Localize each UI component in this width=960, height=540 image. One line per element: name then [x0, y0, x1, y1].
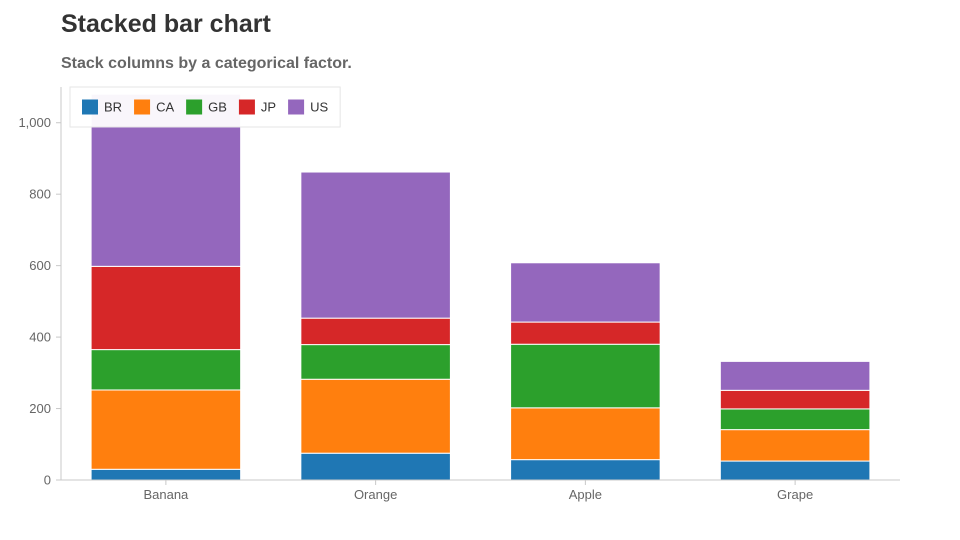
x-tick-label-grape: Grape — [777, 487, 813, 502]
bar-apple-br — [510, 459, 661, 481]
bar-orange-jp — [300, 317, 451, 346]
bar-banana-jp — [90, 265, 242, 351]
bar-orange-us — [300, 171, 451, 319]
legend-label-jp: JP — [261, 100, 276, 115]
x-tick-label-orange: Orange — [354, 487, 397, 502]
legend-label-ca: CA — [156, 100, 174, 115]
bar-grape-gb — [719, 408, 871, 431]
y-tick-label: 800 — [29, 187, 51, 202]
bar-grape-br — [719, 460, 871, 481]
legend: BR CA GB JP US — [69, 86, 341, 128]
y-tick-label: 400 — [29, 330, 51, 345]
legend-swatch-us — [288, 99, 305, 115]
axes-layer: 0 200 400 600 800 1,000 Banana Orange Apple Grape — [18, 87, 900, 502]
legend-swatch-jp — [238, 99, 255, 115]
legend-swatch-br — [82, 99, 98, 115]
bar-orange-ca — [300, 378, 451, 454]
legend-swatch-gb — [186, 99, 203, 115]
bar-orange-br — [300, 452, 451, 481]
bars-layer — [90, 93, 871, 481]
bar-apple-jp — [510, 321, 661, 345]
legend-label-us: US — [310, 100, 328, 115]
x-tick-label-banana: Banana — [143, 487, 189, 502]
bar-orange-gb — [300, 344, 451, 380]
bar-apple-ca — [510, 407, 661, 461]
x-tick-label-apple: Apple — [569, 487, 602, 502]
bar-apple-us — [510, 262, 661, 323]
y-tick-label: 200 — [29, 401, 51, 416]
chart-subtitle: Stack columns by a categorical factor. — [61, 55, 352, 72]
bar-grape-jp — [719, 389, 871, 410]
bar-grape-us — [719, 360, 871, 391]
legend-label-gb: GB — [208, 100, 227, 115]
y-tick-label: 600 — [29, 258, 51, 273]
legend-swatch-ca — [134, 99, 151, 115]
bar-banana-br — [90, 468, 242, 481]
bar-banana-gb — [90, 349, 242, 391]
legend-label-br: BR — [104, 100, 122, 115]
y-tick-label: 0 — [44, 473, 51, 488]
bar-grape-ca — [719, 429, 871, 462]
y-tick-label: 1,000 — [18, 115, 51, 130]
chart-title: Stacked bar chart — [61, 10, 271, 38]
bar-apple-gb — [510, 343, 661, 409]
bar-banana-ca — [90, 389, 242, 470]
